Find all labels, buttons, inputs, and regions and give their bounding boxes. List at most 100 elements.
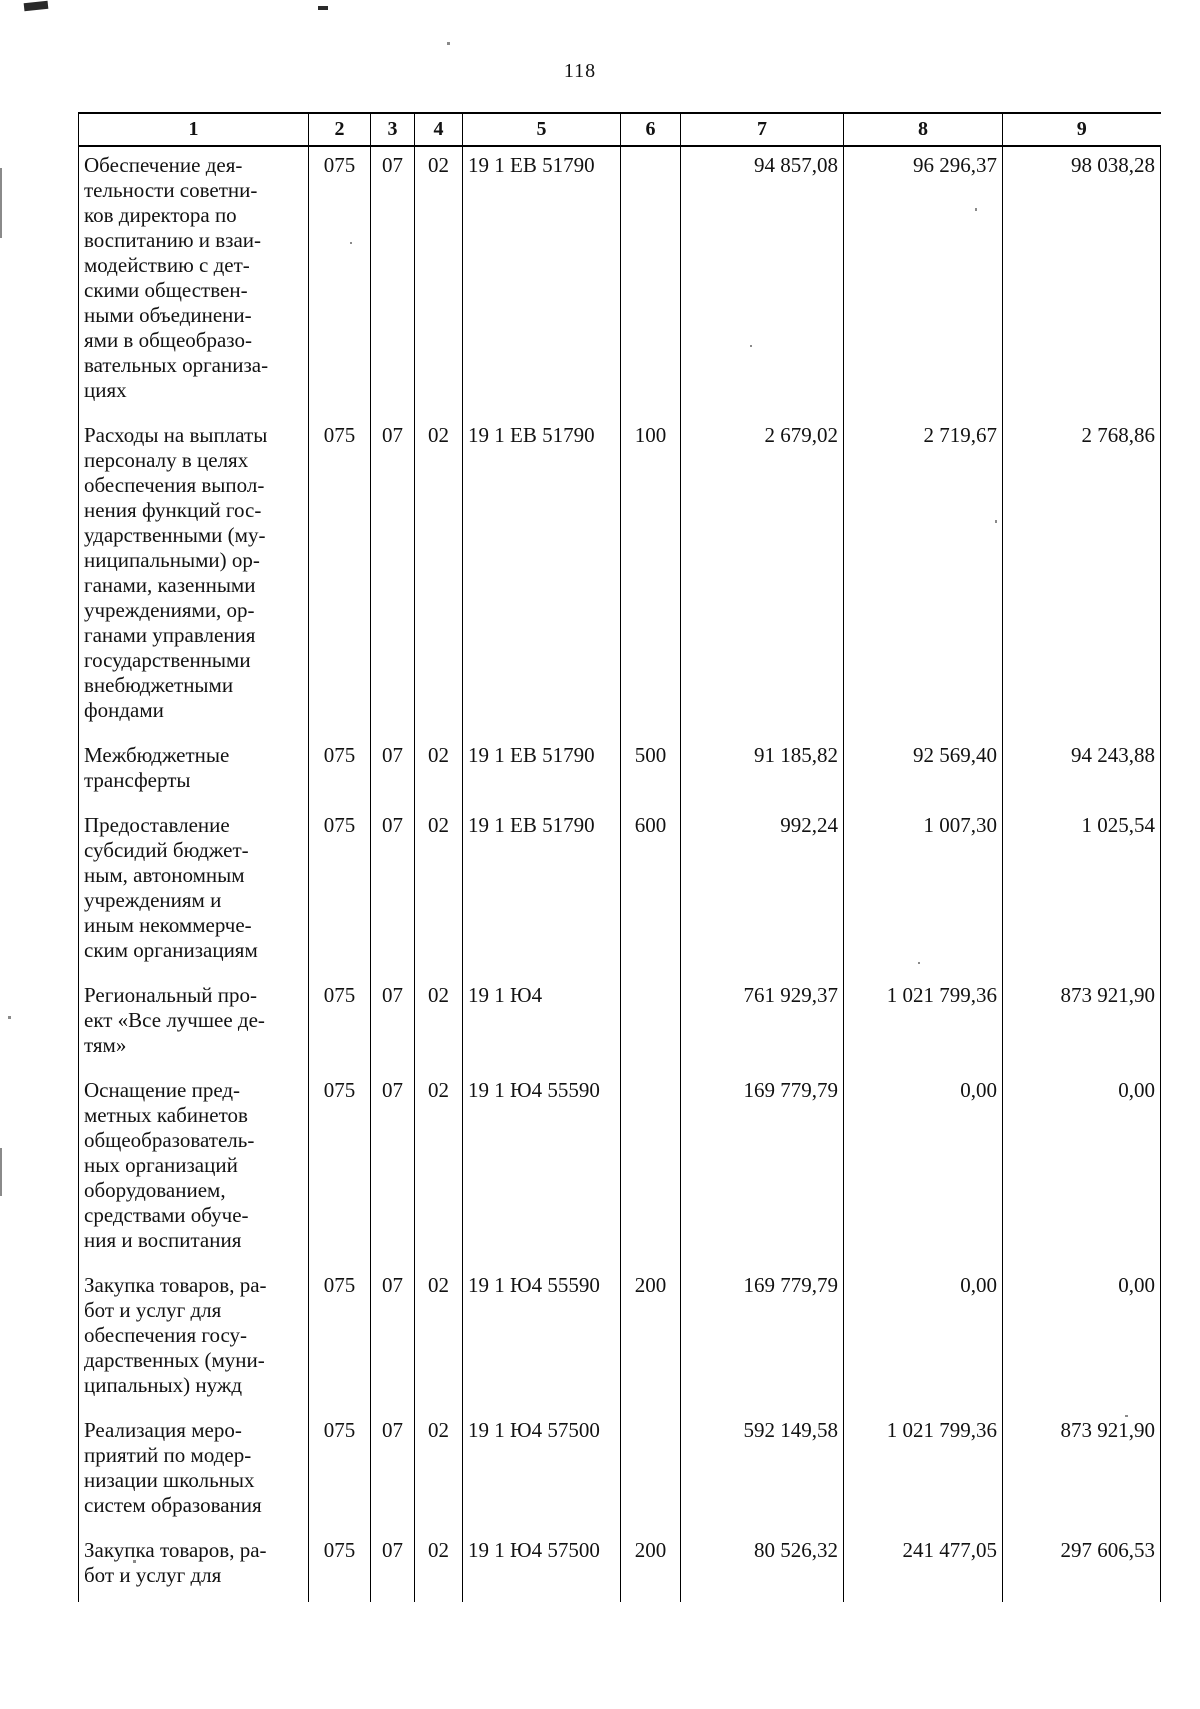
scan-artifact <box>8 1016 11 1019</box>
table-row: Закупка товаров, ра- бот и услуг для обе… <box>78 1267 1161 1412</box>
table-row: Обеспечение дея- тельности советни- ков … <box>78 146 1161 417</box>
scan-artifact <box>447 42 450 45</box>
amount-year3-cell: 0,00 <box>1002 1072 1161 1267</box>
amount-year2-cell: 1 021 799,36 <box>843 1412 1003 1532</box>
subsection-code-cell: 02 <box>414 1412 463 1532</box>
section-code-cell: 07 <box>370 1532 415 1602</box>
subsection-code-cell: 02 <box>414 417 463 737</box>
grbs-code-cell: 075 <box>308 1072 371 1267</box>
amount-year1-cell: 592 149,58 <box>680 1412 844 1532</box>
section-code-cell: 07 <box>370 807 415 977</box>
table-header: 1 2 3 4 5 6 7 8 9 <box>78 113 1161 147</box>
expense-type-cell: 200 <box>620 1532 681 1602</box>
expense-type-cell <box>620 1072 681 1267</box>
section-code-cell: 07 <box>370 977 415 1072</box>
amount-year3-cell: 2 768,86 <box>1002 417 1161 737</box>
expense-type-cell: 500 <box>620 737 681 807</box>
section-code-cell: 07 <box>370 1267 415 1412</box>
description-cell: Межбюджетные трансферты <box>78 737 309 807</box>
table-body: Обеспечение дея- тельности советни- ков … <box>78 146 1161 1602</box>
header-col2: 2 <box>308 113 371 147</box>
table-row: Закупка товаров, ра- бот и услуг для 075… <box>78 1532 1161 1602</box>
target-article-cell: 19 1 ЕВ 51790 <box>462 737 621 807</box>
section-code-cell: 07 <box>370 1412 415 1532</box>
table-row: Предоставление субсидий бюджет- ным, авт… <box>78 807 1161 977</box>
amount-year2-cell: 241 477,05 <box>843 1532 1003 1602</box>
header-col4: 4 <box>414 113 463 147</box>
table-row: Оснащение пред- метных кабинетов общеобр… <box>78 1072 1161 1267</box>
description-cell: Региональный про- ект «Все лучшее де- тя… <box>78 977 309 1072</box>
description-cell: Обеспечение дея- тельности советни- ков … <box>78 146 309 417</box>
grbs-code-cell: 075 <box>308 1532 371 1602</box>
amount-year2-cell: 92 569,40 <box>843 737 1003 807</box>
amount-year1-cell: 169 779,79 <box>680 1072 844 1267</box>
amount-year2-cell: 1 021 799,36 <box>843 977 1003 1072</box>
header-col9: 9 <box>1002 113 1161 147</box>
amount-year2-cell: 96 296,37 <box>843 146 1003 417</box>
scan-artifact <box>0 1148 2 1196</box>
grbs-code-cell: 075 <box>308 146 371 417</box>
amount-year1-cell: 91 185,82 <box>680 737 844 807</box>
subsection-code-cell: 02 <box>414 977 463 1072</box>
table-row: Региональный про- ект «Все лучшее де- тя… <box>78 977 1161 1072</box>
grbs-code-cell: 075 <box>308 977 371 1072</box>
grbs-code-cell: 075 <box>308 1412 371 1532</box>
grbs-code-cell: 075 <box>308 417 371 737</box>
amount-year1-cell: 169 779,79 <box>680 1267 844 1412</box>
target-article-cell: 19 1 Ю4 55590 <box>462 1267 621 1412</box>
amount-year1-cell: 2 679,02 <box>680 417 844 737</box>
description-cell: Расходы на выплаты персоналу в целях обе… <box>78 417 309 737</box>
amount-year3-cell: 98 038,28 <box>1002 146 1161 417</box>
description-cell: Реализация меро- приятий по модер- низац… <box>78 1412 309 1532</box>
amount-year3-cell: 297 606,53 <box>1002 1532 1161 1602</box>
description-cell: Предоставление субсидий бюджет- ным, авт… <box>78 807 309 977</box>
target-article-cell: 19 1 ЕВ 51790 <box>462 417 621 737</box>
expense-type-cell: 200 <box>620 1267 681 1412</box>
description-cell: Оснащение пред- метных кабинетов общеобр… <box>78 1072 309 1267</box>
amount-year2-cell: 1 007,30 <box>843 807 1003 977</box>
table-row: Реализация меро- приятий по модер- низац… <box>78 1412 1161 1532</box>
section-code-cell: 07 <box>370 417 415 737</box>
table-row: Межбюджетные трансферты 075 07 02 19 1 Е… <box>78 737 1161 807</box>
amount-year3-cell: 0,00 <box>1002 1267 1161 1412</box>
scan-artifact <box>318 6 328 10</box>
target-article-cell: 19 1 Ю4 55590 <box>462 1072 621 1267</box>
amount-year3-cell: 873 921,90 <box>1002 977 1161 1072</box>
budget-table: 1 2 3 4 5 6 7 8 9 Обеспечение дея- тельн… <box>78 112 1161 1602</box>
amount-year3-cell: 1 025,54 <box>1002 807 1161 977</box>
description-cell: Закупка товаров, ра- бот и услуг для <box>78 1532 309 1602</box>
subsection-code-cell: 02 <box>414 807 463 977</box>
description-cell: Закупка товаров, ра- бот и услуг для обе… <box>78 1267 309 1412</box>
amount-year2-cell: 0,00 <box>843 1072 1003 1267</box>
target-article-cell: 19 1 ЕВ 51790 <box>462 807 621 977</box>
target-article-cell: 19 1 Ю4 <box>462 977 621 1072</box>
amount-year2-cell: 0,00 <box>843 1267 1003 1412</box>
header-col8: 8 <box>843 113 1003 147</box>
grbs-code-cell: 075 <box>308 1267 371 1412</box>
section-code-cell: 07 <box>370 737 415 807</box>
page-number: 118 <box>563 60 597 82</box>
header-col7: 7 <box>680 113 844 147</box>
subsection-code-cell: 02 <box>414 1072 463 1267</box>
header-col5: 5 <box>462 113 621 147</box>
scan-artifact <box>0 168 2 238</box>
section-code-cell: 07 <box>370 146 415 417</box>
grbs-code-cell: 075 <box>308 807 371 977</box>
expense-type-cell <box>620 1412 681 1532</box>
subsection-code-cell: 02 <box>414 1267 463 1412</box>
header-col3: 3 <box>370 113 415 147</box>
expense-type-cell: 100 <box>620 417 681 737</box>
amount-year1-cell: 94 857,08 <box>680 146 844 417</box>
section-code-cell: 07 <box>370 1072 415 1267</box>
amount-year1-cell: 80 526,32 <box>680 1532 844 1602</box>
subsection-code-cell: 02 <box>414 737 463 807</box>
subsection-code-cell: 02 <box>414 1532 463 1602</box>
header-col1: 1 <box>78 113 309 147</box>
target-article-cell: 19 1 Ю4 57500 <box>462 1532 621 1602</box>
header-row: 1 2 3 4 5 6 7 8 9 <box>78 113 1161 147</box>
target-article-cell: 19 1 Ю4 57500 <box>462 1412 621 1532</box>
table-row: Расходы на выплаты персоналу в целях обе… <box>78 417 1161 737</box>
subsection-code-cell: 02 <box>414 146 463 417</box>
expense-type-cell: 600 <box>620 807 681 977</box>
